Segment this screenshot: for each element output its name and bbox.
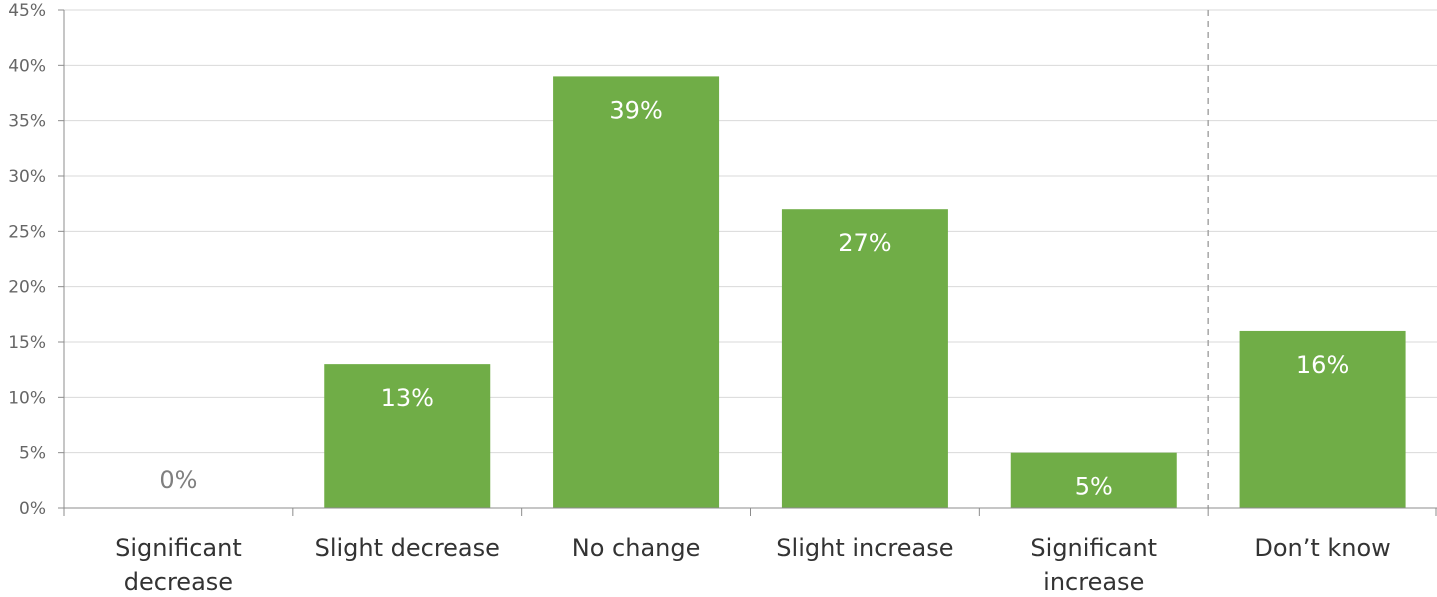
- axes: [58, 9, 1437, 516]
- data-labels: 0% 13% 39% 27% 5% 16%: [159, 96, 1349, 500]
- bars: [324, 76, 1406, 509]
- bar: [1010, 452, 1177, 508]
- category-label-line: Significant: [115, 534, 242, 562]
- data-label: 39%: [609, 96, 662, 124]
- y-tick-label: 15%: [8, 333, 46, 353]
- bar: [781, 209, 948, 508]
- bar: [324, 364, 491, 508]
- y-tick-label: 5%: [19, 444, 46, 464]
- y-tick-label: 35%: [8, 112, 46, 132]
- y-tick-label: 30%: [8, 167, 46, 187]
- data-label: 16%: [1296, 351, 1349, 379]
- bar: [1239, 330, 1406, 508]
- y-tick-label: 25%: [8, 222, 46, 242]
- category-label: Slight decrease: [315, 534, 500, 562]
- data-label: 27%: [838, 229, 891, 257]
- category-label: Significant decrease: [115, 534, 242, 596]
- bar: [553, 76, 720, 509]
- category-label-line: Don’t know: [1254, 534, 1390, 562]
- category-label-line: Slight decrease: [315, 534, 500, 562]
- y-tick-label: 10%: [8, 388, 46, 408]
- y-tick-label: 40%: [8, 56, 46, 76]
- category-label: No change: [572, 534, 701, 562]
- y-tick-label: 20%: [8, 278, 46, 298]
- category-label: Slight increase: [776, 534, 953, 562]
- category-labels: Significant decrease Slight decrease No cha…: [115, 534, 1391, 596]
- y-axis-ticks: 0% 5% 10% 15% 20% 25% 30% 35% 40% 45%: [8, 1, 46, 519]
- data-label: 13%: [381, 384, 434, 412]
- category-label: Significant increase: [1030, 534, 1157, 596]
- gridlines: [64, 9, 1437, 454]
- data-label: 5%: [1075, 473, 1113, 501]
- category-label-line: decrease: [124, 568, 233, 596]
- y-tick-label: 0%: [19, 499, 46, 519]
- data-label: 0%: [159, 466, 197, 494]
- y-tick-label: 45%: [8, 1, 46, 21]
- category-label-line: Significant: [1030, 534, 1157, 562]
- category-label-line: increase: [1043, 568, 1144, 596]
- category-label: Don’t know: [1254, 534, 1390, 562]
- category-label-line: Slight increase: [776, 534, 953, 562]
- category-label-line: No change: [572, 534, 701, 562]
